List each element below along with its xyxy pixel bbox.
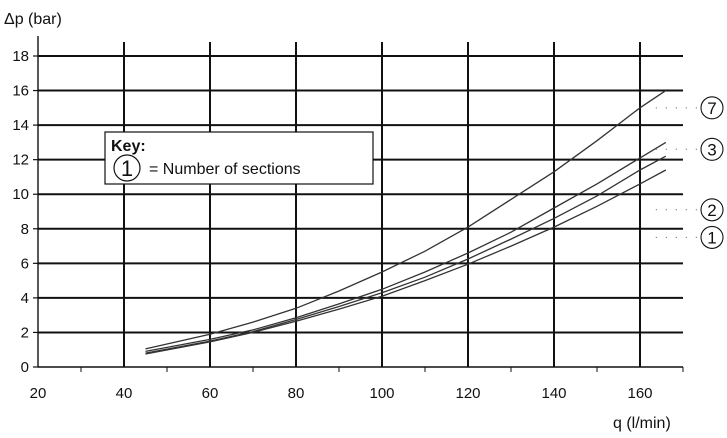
y-tick-label: 12	[12, 152, 29, 169]
x-tick-label: 40	[116, 385, 133, 402]
y-tick-label: 16	[12, 83, 29, 100]
x-tick-labels: 20 40 60 80 100 120 140 160	[30, 385, 653, 402]
key-symbol-number: 1	[121, 156, 133, 181]
key-title: Key:	[111, 138, 146, 155]
callout-circle-3	[700, 137, 724, 161]
callout-label-7: 7	[707, 99, 716, 118]
callout-label-3: 3	[707, 140, 716, 159]
callout-label-2: 2	[707, 201, 716, 220]
y-tick-label: 18	[12, 48, 29, 65]
x-tick-label: 140	[541, 385, 566, 402]
y-tick-label: 10	[12, 186, 29, 203]
series-line-7	[145, 90, 667, 350]
x-tick-label: 20	[30, 385, 47, 402]
key-symbol-circle	[113, 154, 141, 182]
x-tick-label: 120	[455, 385, 480, 402]
x-tick-label: 80	[288, 385, 305, 402]
y-tick-label: 14	[12, 117, 29, 134]
y-tick-label: 2	[21, 324, 29, 341]
series-line-1	[145, 169, 667, 355]
y-tick-label: 4	[21, 290, 29, 307]
grid-lines	[38, 42, 683, 367]
y-tick-label: 8	[21, 221, 29, 238]
y-tick-label: 6	[21, 255, 29, 272]
key-box: Key: 1 = Number of sections	[104, 131, 374, 185]
callout-circle-7	[700, 96, 724, 120]
series-callouts: 7 3 2 1	[655, 96, 724, 249]
x-tick-label: 160	[627, 385, 652, 402]
callout-circle-1	[700, 225, 724, 249]
y-tick-label: 0	[21, 359, 29, 376]
callout-circle-2	[700, 198, 724, 222]
callout-label-1: 1	[707, 228, 716, 247]
x-tick-label: 100	[369, 385, 394, 402]
x-axis-title: q (l/min)	[613, 415, 671, 432]
key-description: = Number of sections	[149, 161, 301, 178]
series-line-3	[145, 141, 667, 353]
y-axis-title: Δp (bar)	[4, 11, 62, 28]
y-tick-labels: 0 2 4 6 8 10 12 14 16 18	[12, 48, 29, 376]
series-line-2	[145, 155, 667, 354]
series-lines	[145, 90, 667, 355]
axes	[33, 36, 684, 372]
x-tick-label: 60	[202, 385, 219, 402]
